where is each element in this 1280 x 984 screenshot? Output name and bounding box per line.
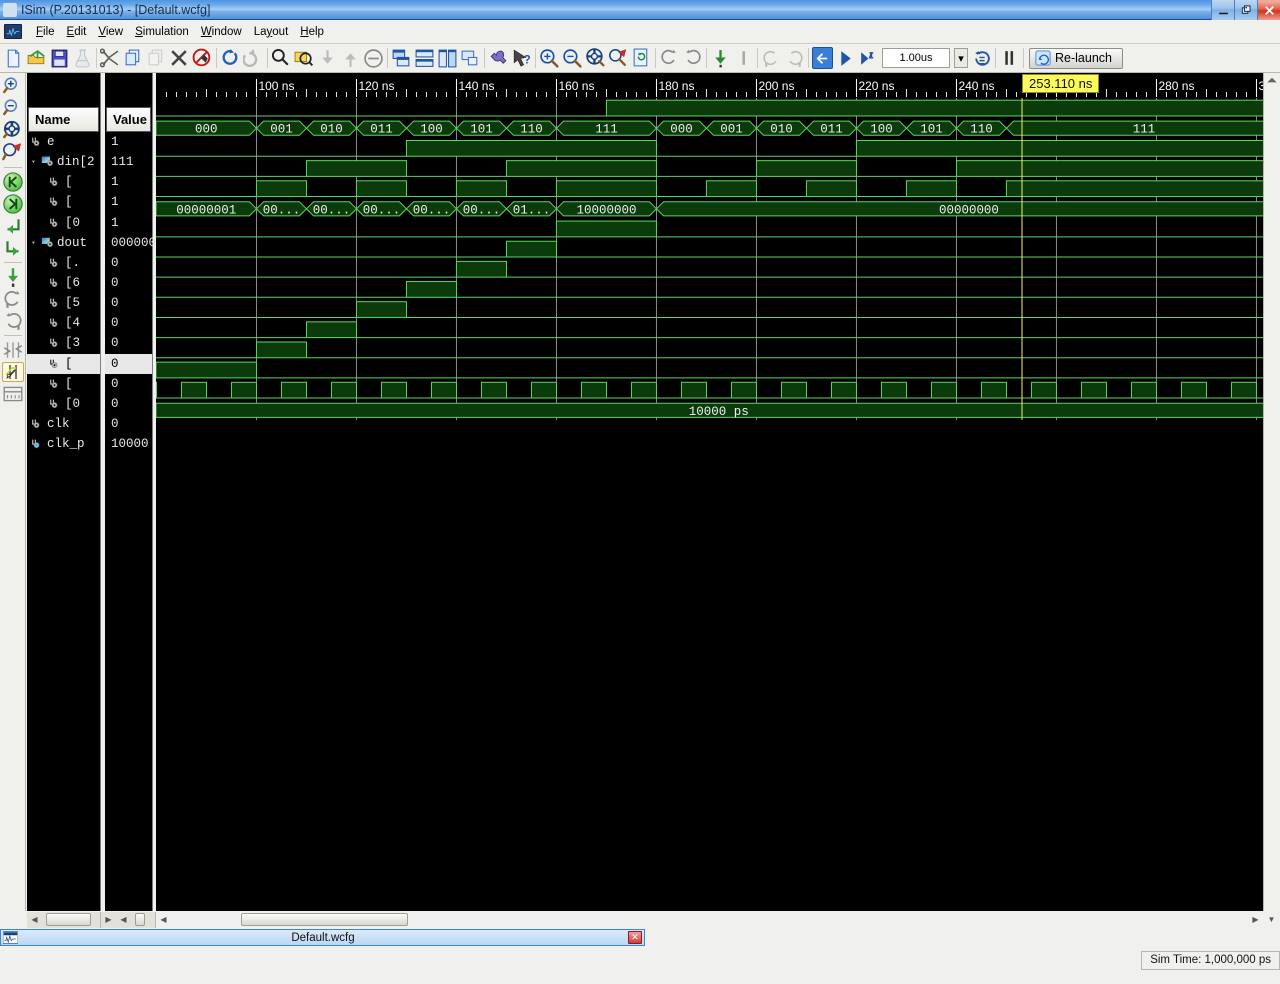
- svg-text:00000001: 00000001: [176, 203, 236, 217]
- svg-text:110: 110: [520, 123, 542, 137]
- svg-text:00...: 00...: [363, 203, 400, 217]
- svg-text:c: c: [35, 444, 37, 448]
- svg-text:111: 111: [595, 123, 617, 137]
- svg-text:10000000: 10000000: [577, 203, 637, 217]
- svg-text:100: 100: [420, 123, 442, 137]
- svg-text:?: ?: [524, 54, 531, 66]
- svg-text:00...: 00...: [313, 203, 350, 217]
- svg-text:011: 011: [820, 123, 842, 137]
- svg-text:010: 010: [320, 123, 342, 137]
- svg-text:280 ns: 280 ns: [1158, 79, 1194, 93]
- svg-text:160 ns: 160 ns: [558, 79, 594, 93]
- svg-text:000: 000: [195, 123, 217, 137]
- svg-text:10000 ps: 10000 ps: [689, 405, 749, 419]
- svg-text:00...: 00...: [263, 203, 300, 217]
- svg-text:00000000: 00000000: [939, 203, 999, 217]
- svg-text:101: 101: [920, 123, 942, 137]
- svg-text:220 ns: 220 ns: [858, 79, 894, 93]
- svg-text:110: 110: [970, 123, 992, 137]
- svg-text:180 ns: 180 ns: [658, 79, 694, 93]
- svg-text:010: 010: [770, 123, 792, 137]
- svg-text:01...: 01...: [513, 203, 550, 217]
- svg-text:111: 111: [1133, 123, 1155, 137]
- svg-text:001: 001: [270, 123, 292, 137]
- svg-text:120 ns: 120 ns: [358, 79, 394, 93]
- svg-text:240 ns: 240 ns: [958, 79, 994, 93]
- svg-text:101: 101: [470, 123, 492, 137]
- svg-text:00...: 00...: [413, 203, 450, 217]
- svg-text:000: 000: [670, 123, 692, 137]
- svg-text:200 ns: 200 ns: [758, 79, 794, 93]
- svg-text:140 ns: 140 ns: [458, 79, 494, 93]
- svg-text:00...: 00...: [463, 203, 500, 217]
- svg-text:100: 100: [870, 123, 892, 137]
- svg-text:001: 001: [720, 123, 742, 137]
- svg-text:011: 011: [370, 123, 392, 137]
- svg-text:100 ns: 100 ns: [258, 79, 294, 93]
